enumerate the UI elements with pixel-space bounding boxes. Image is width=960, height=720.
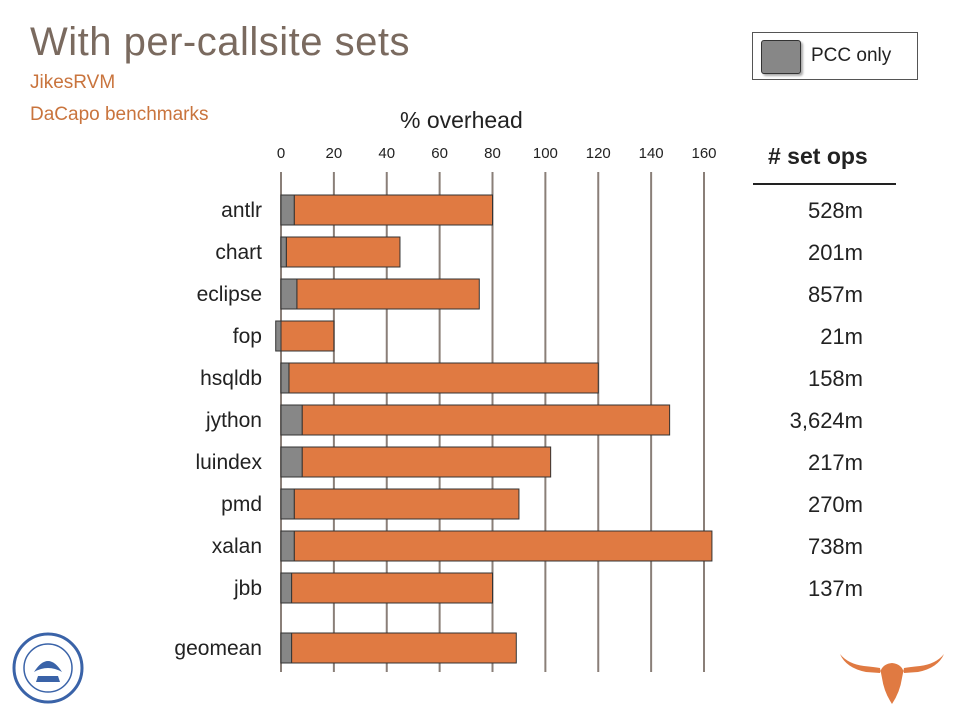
category-label: antlr [221,199,262,222]
set-ops-value: 21m [820,324,863,349]
set-ops-rule [753,183,896,185]
bar-segment-other [280,320,335,352]
x-tick-label: 20 [326,145,343,162]
bar-segment-pcc-only [280,446,303,478]
bar-segment-pcc-only [280,194,295,226]
bar-segment-other [285,236,401,268]
bar-segment-other [291,572,494,604]
category-label: eclipse [197,283,262,306]
x-axis-label: % overhead [400,107,523,133]
set-ops-value: 857m [807,282,863,307]
x-tick-label: 80 [484,145,501,162]
bar-segment-other [296,278,480,310]
x-tick-label: 140 [639,145,664,162]
set-ops-value: 137m [807,576,863,601]
x-tick-label: 40 [378,145,395,162]
bar-segment-pcc-only [280,404,303,436]
chart-legend: PCC only [752,32,918,80]
bar-segment-pcc-only [280,488,295,520]
bar-segment-pcc-only [280,236,287,268]
bar-segment-pcc-only [280,632,293,664]
category-label: luindex [195,451,262,474]
category-label: hsqldb [200,367,262,390]
category-label: fop [233,325,262,348]
category-label: jbb [233,577,262,600]
set-ops-value: 738m [807,534,863,559]
bar-segment-pcc-only [280,530,295,562]
x-tick-label: 160 [691,145,716,162]
set-ops-value: 528m [807,198,863,223]
bar-segment-other [293,194,493,226]
bar-segment-other [291,632,517,664]
category-label: pmd [221,493,262,516]
bar-segment-other [301,404,671,436]
category-label: geomean [174,637,262,660]
slide-subtitle-line1: JikesRVM [30,72,116,93]
slide-title: With per-callsite sets [30,20,410,64]
set-ops-value: 270m [807,492,863,517]
bar-segment-other [288,362,599,394]
set-ops-value: 3,624m [789,408,863,433]
legend-swatch-pcc-only [761,40,801,74]
bar-segment-other [301,446,552,478]
legend-label-pcc-only: PCC only [811,45,892,66]
bar-segment-other [293,530,713,562]
x-tick-label: 120 [586,145,611,162]
bar-segment-pcc-only [275,320,282,352]
set-ops-value: 217m [807,450,863,475]
category-label: chart [215,241,262,264]
set-ops-value: 158m [807,366,863,391]
bar-segment-pcc-only [280,572,293,604]
set-ops-value: 201m [807,240,863,265]
bar-segment-pcc-only [280,362,290,394]
university-seal-logo [12,632,84,704]
bar-segment-pcc-only [280,278,298,310]
category-label: xalan [212,535,262,558]
bar-segment-other [293,488,520,520]
slide-subtitle-line2: DaCapo benchmarks [30,104,209,125]
longhorn-logo [840,654,944,704]
category-label: jython [205,409,262,432]
set-ops-header: # set ops [768,143,868,169]
x-tick-label: 100 [533,145,558,162]
x-tick-label: 0 [277,145,285,162]
x-tick-label: 60 [431,145,448,162]
